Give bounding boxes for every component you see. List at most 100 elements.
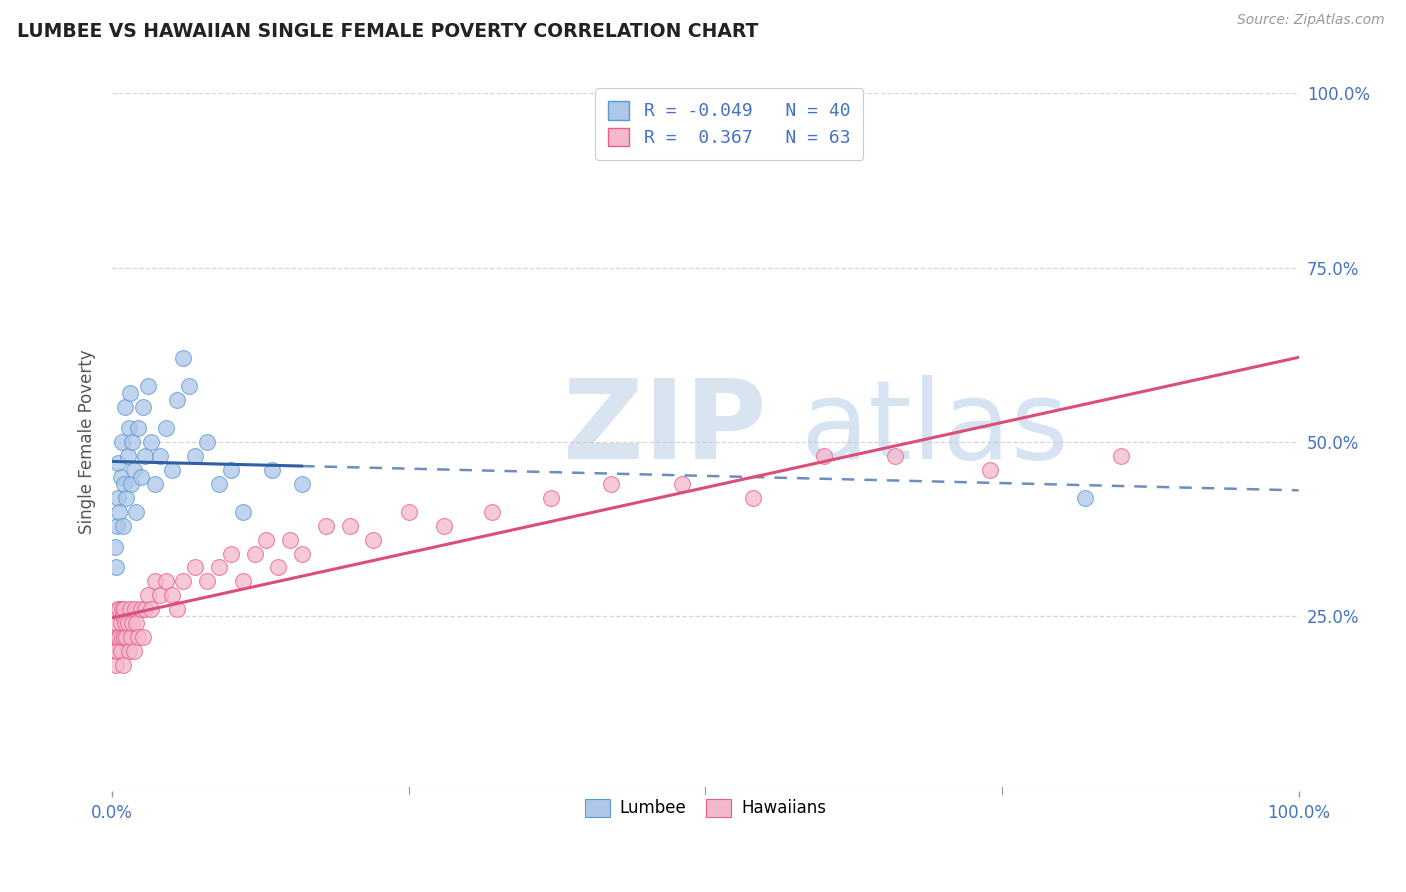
Point xyxy=(179,379,201,393)
Point xyxy=(107,491,129,505)
Point xyxy=(219,463,242,477)
Point xyxy=(111,658,134,673)
Point xyxy=(122,463,145,477)
Point xyxy=(315,518,337,533)
Point xyxy=(1109,449,1132,463)
Point xyxy=(149,588,172,602)
Point xyxy=(125,505,148,519)
Point xyxy=(115,630,138,644)
Point xyxy=(104,560,127,574)
Point xyxy=(122,644,145,658)
Point xyxy=(979,463,1001,477)
Point xyxy=(813,449,835,463)
Point xyxy=(262,463,284,477)
Point xyxy=(104,540,127,554)
Point xyxy=(110,616,132,631)
Point xyxy=(112,602,135,616)
Point xyxy=(115,491,138,505)
Point xyxy=(155,574,177,589)
Point xyxy=(111,602,134,616)
Point xyxy=(132,630,155,644)
Point xyxy=(118,421,141,435)
Point xyxy=(599,476,621,491)
Point xyxy=(155,421,177,435)
Point xyxy=(114,400,136,414)
Point xyxy=(232,574,254,589)
Text: atlas: atlas xyxy=(800,375,1069,482)
Point xyxy=(166,602,188,616)
Point xyxy=(105,644,128,658)
Point xyxy=(884,449,907,463)
Point xyxy=(208,476,231,491)
Point xyxy=(120,476,142,491)
Point xyxy=(339,518,361,533)
Point xyxy=(118,644,141,658)
Point xyxy=(184,449,207,463)
Point xyxy=(291,476,314,491)
Point xyxy=(172,574,194,589)
Point xyxy=(107,630,129,644)
Point xyxy=(127,630,149,644)
Point xyxy=(149,449,172,463)
Point xyxy=(107,456,129,470)
Text: LUMBEE VS HAWAIIAN SINGLE FEMALE POVERTY CORRELATION CHART: LUMBEE VS HAWAIIAN SINGLE FEMALE POVERTY… xyxy=(17,22,758,41)
Point xyxy=(184,560,207,574)
Point xyxy=(108,602,131,616)
Point xyxy=(108,505,131,519)
Point xyxy=(741,491,763,505)
Point xyxy=(105,616,128,631)
Point xyxy=(291,547,314,561)
Text: Source: ZipAtlas.com: Source: ZipAtlas.com xyxy=(1237,13,1385,28)
Point xyxy=(243,547,266,561)
Point xyxy=(132,400,155,414)
Point xyxy=(112,476,135,491)
Point xyxy=(111,434,134,449)
Point xyxy=(141,602,163,616)
Point xyxy=(256,533,278,547)
Point xyxy=(104,630,127,644)
Point xyxy=(129,602,152,616)
Y-axis label: Single Female Poverty: Single Female Poverty xyxy=(79,350,96,534)
Point xyxy=(121,434,143,449)
Point xyxy=(114,616,136,631)
Point xyxy=(195,434,218,449)
Point xyxy=(110,470,132,484)
Point xyxy=(172,351,194,366)
Point xyxy=(136,379,159,393)
Point xyxy=(361,533,384,547)
Point xyxy=(110,644,132,658)
Point xyxy=(433,518,456,533)
Point xyxy=(120,630,142,644)
Point xyxy=(118,386,141,401)
Point xyxy=(134,449,156,463)
Legend: Lumbee, Hawaiians: Lumbee, Hawaiians xyxy=(578,792,832,824)
Point xyxy=(481,505,503,519)
Point xyxy=(136,588,159,602)
Point xyxy=(104,658,127,673)
Point xyxy=(141,434,163,449)
Point xyxy=(118,602,141,616)
Point xyxy=(127,421,149,435)
Point xyxy=(125,616,148,631)
Point xyxy=(267,560,290,574)
Point xyxy=(107,602,129,616)
Point xyxy=(134,602,156,616)
Point xyxy=(121,616,143,631)
Point xyxy=(160,588,183,602)
Point xyxy=(111,609,134,624)
Point xyxy=(108,630,131,644)
Point xyxy=(111,518,134,533)
Point xyxy=(195,574,218,589)
Point xyxy=(398,505,420,519)
Point xyxy=(117,449,139,463)
Point xyxy=(143,574,166,589)
Point xyxy=(112,630,135,644)
Point xyxy=(160,463,183,477)
Point xyxy=(671,476,693,491)
Point xyxy=(166,393,188,408)
Point xyxy=(105,518,128,533)
Point xyxy=(232,505,254,519)
Text: ZIP: ZIP xyxy=(562,375,766,482)
Point xyxy=(278,533,301,547)
Point xyxy=(111,630,134,644)
